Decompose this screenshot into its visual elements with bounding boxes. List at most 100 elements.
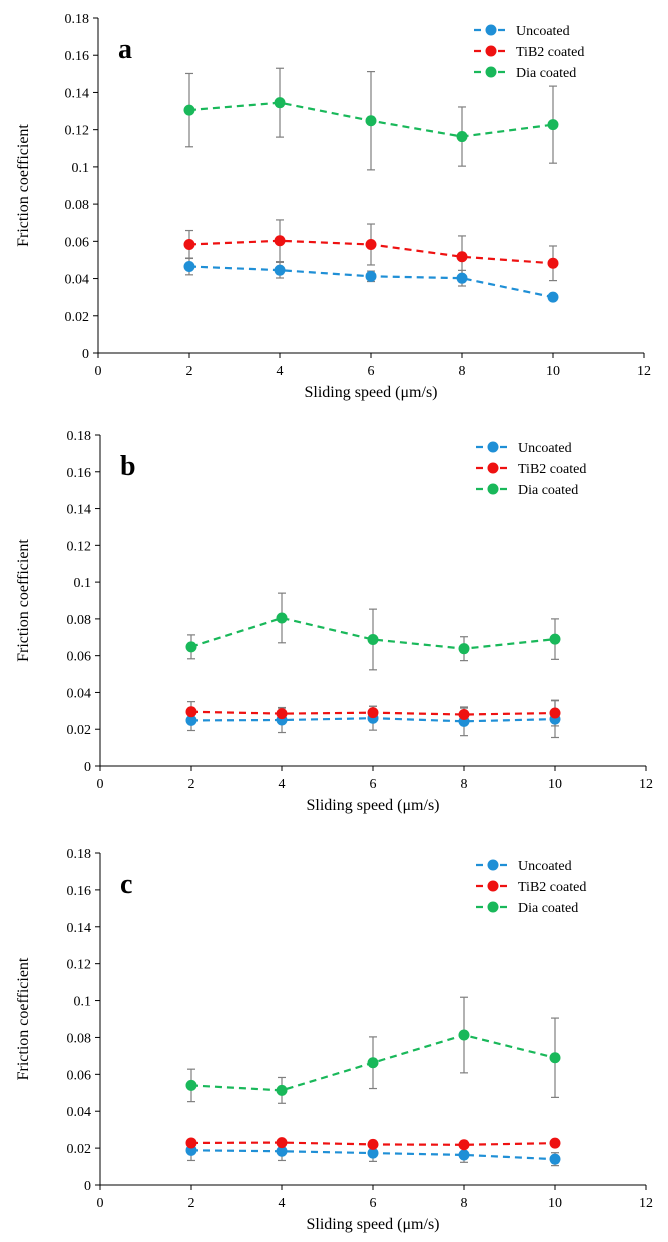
data-point [274,97,286,109]
x-axis-title: Sliding speed (μm/s) [306,1216,439,1233]
y-tick-label: 0.02 [65,310,90,325]
legend-marker [487,880,499,892]
data-point [549,707,561,719]
data-point [185,714,197,726]
data-point [367,1138,379,1150]
x-tick-label: 4 [279,777,286,792]
legend-marker [487,441,499,453]
legend-marker [487,901,499,913]
legend-marker [485,24,497,36]
y-tick-label: 0.18 [67,847,92,862]
y-tick-label: 0.04 [67,686,92,701]
y-tick-label: 0.08 [67,613,92,628]
data-point [547,119,559,131]
x-tick-label: 4 [279,1196,286,1211]
x-tick-label: 2 [188,1196,195,1211]
y-axis-title: Friction coefficient [15,957,32,1080]
x-tick-label: 10 [546,364,560,379]
y-tick-label: 0.16 [67,884,92,899]
legend-label: TiB2 coated [518,880,586,895]
panel-letter: c [120,869,132,900]
series-line-dia-coated [190,616,556,650]
y-tick-label: 0.06 [67,1068,92,1083]
data-point [367,1057,379,1069]
legend-label: TiB2 coated [518,462,586,477]
legend-marker [487,483,499,495]
x-tick-label: 10 [548,777,562,792]
data-point [549,633,561,645]
data-point [549,1153,561,1165]
data-point [367,633,379,645]
y-tick-label: 0.12 [67,539,92,554]
data-point [276,1145,288,1157]
y-tick-label: 0.06 [67,650,92,665]
data-point [549,1052,561,1064]
data-point [367,707,379,719]
x-axis-title: Sliding speed (μm/s) [306,797,439,814]
data-point [185,706,197,718]
y-tick-label: 0.18 [67,429,92,444]
data-point [274,235,286,247]
y-tick-label: 0.12 [65,124,90,139]
legend-marker [487,859,499,871]
data-point [456,251,468,263]
y-tick-label: 0.12 [67,958,92,973]
x-tick-label: 12 [639,777,653,792]
data-point [547,257,559,269]
legend-label: TiB2 coated [516,45,584,60]
y-axis-title: Friction coefficient [15,124,32,247]
data-point [185,1079,197,1091]
x-tick-label: 12 [637,364,651,379]
y-tick-label: 0 [84,760,91,775]
legend-marker [487,462,499,474]
data-point [365,270,377,282]
y-tick-label: 0.16 [67,466,92,481]
chart-panel-a: 0 0.02 0.04 0.06 0.08 0.1 0.12 0.14 0.16 0.18 0 2 4 6… [15,12,651,401]
x-tick-label: 12 [639,1196,653,1211]
data-point [276,612,288,624]
legend-label: Uncoated [518,441,572,456]
y-tick-label: 0 [82,347,89,362]
data-point [276,1137,288,1149]
y-tick-label: 0.18 [65,12,90,27]
x-tick-label: 10 [548,1196,562,1211]
legend-label: Dia coated [516,66,576,81]
legend-label: Uncoated [516,24,570,39]
y-tick-label: 0.1 [72,161,90,176]
x-axis-title: Sliding speed (μm/s) [304,384,437,401]
data-point [549,1137,561,1149]
y-tick-label: 0.14 [67,921,92,936]
chart-panel-b: 0 0.02 0.04 0.06 0.08 0.1 0.12 0.14 0.16 0.18 0 2 4 6… [15,429,653,814]
y-tick-label: 0 [84,1179,91,1194]
y-tick-label: 0.08 [67,1031,92,1046]
y-axis-title: Friction coefficient [15,539,32,662]
x-tick-label: 0 [97,1196,104,1211]
legend-label: Dia coated [518,901,578,916]
y-tick-label: 0.06 [65,235,90,250]
data-point [458,709,470,721]
data-point [276,1084,288,1096]
x-tick-label: 6 [368,364,375,379]
data-point [456,131,468,143]
y-tick-label: 0.14 [67,503,92,518]
x-tick-label: 8 [459,364,466,379]
data-point [365,238,377,250]
data-point [547,291,559,303]
panel-letter: b [120,451,136,482]
y-tick-label: 0.04 [67,1105,92,1120]
y-tick-label: 0.02 [67,723,92,738]
data-point [276,708,288,720]
data-point [185,1137,197,1149]
x-tick-label: 0 [95,364,102,379]
data-point [458,1029,470,1041]
data-point [185,641,197,653]
x-tick-label: 8 [461,777,468,792]
x-tick-label: 4 [277,364,284,379]
data-point [183,104,195,116]
chart-panel-c: 0 0.02 0.04 0.06 0.08 0.1 0.12 0.14 0.16 0.18 0 2 4 6… [15,847,653,1233]
y-tick-label: 0.08 [65,198,90,213]
data-point [367,1147,379,1159]
data-point [183,238,195,250]
x-tick-label: 6 [370,1196,377,1211]
